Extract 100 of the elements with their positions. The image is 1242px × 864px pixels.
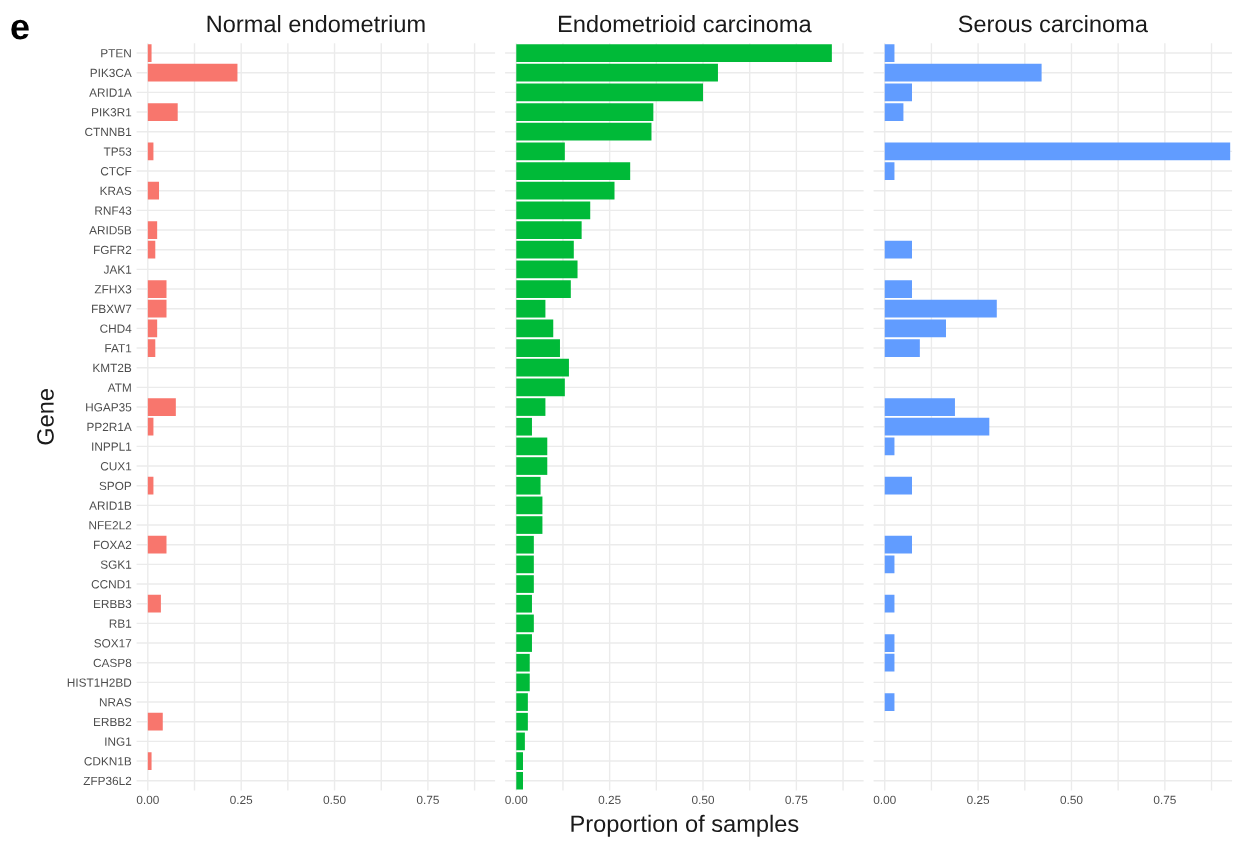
y-tick-label: FOXA2 <box>94 540 132 550</box>
bar <box>147 476 154 495</box>
bar <box>516 653 530 672</box>
bar <box>516 614 534 633</box>
x-tick-label: 0.00 <box>505 795 528 805</box>
y-tick-label: TP53 <box>103 147 132 156</box>
bar <box>516 221 582 239</box>
bar <box>147 181 160 200</box>
bar <box>884 476 913 495</box>
y-tick-label: NRAS <box>99 698 132 707</box>
bar <box>516 771 524 790</box>
bar <box>147 103 178 121</box>
bar <box>884 594 895 613</box>
bar <box>147 299 167 318</box>
bar <box>516 240 574 259</box>
bar <box>884 417 990 436</box>
y-tick-label: CTNNB1 <box>85 127 132 137</box>
bar <box>516 280 571 298</box>
text: e <box>11 19 29 40</box>
bar <box>516 44 832 62</box>
chart-title: Serous carcinoma <box>958 14 1148 33</box>
y-tick-label: CDKN1B <box>84 757 132 766</box>
bar <box>147 398 176 416</box>
y-tick-label: NFE2L2 <box>89 521 132 530</box>
y-tick-label: ARID1B <box>89 501 132 510</box>
x-tick-label: 0.00 <box>873 795 896 805</box>
y-tick-label: CUX1 <box>100 462 132 471</box>
y-tick-label: FGFR2 <box>94 245 132 255</box>
y-tick-label: SGK1 <box>100 560 132 569</box>
bar <box>516 299 546 318</box>
y-tick-label: JAK1 <box>103 265 132 274</box>
bar <box>516 181 615 200</box>
bar <box>516 142 565 161</box>
y-tick-label: CHD4 <box>100 324 132 333</box>
y-tick-label: KRAS <box>100 186 132 196</box>
bar <box>147 752 152 770</box>
y-tick-label: ARID5B <box>89 226 132 235</box>
x-tick-label: 0.50 <box>1060 795 1083 805</box>
bar <box>516 673 530 692</box>
bar <box>516 496 543 515</box>
x-tick-label: 0.50 <box>691 795 715 805</box>
bar <box>516 535 534 554</box>
bar <box>147 280 167 298</box>
bar <box>516 575 534 593</box>
y-tick-label: PIK3R1 <box>92 108 132 117</box>
bar <box>884 83 913 102</box>
bar <box>147 44 152 62</box>
bar <box>516 201 591 220</box>
bar <box>884 653 895 672</box>
y-tick-label: ERBB2 <box>94 717 132 726</box>
y-tick-label: RNF43 <box>95 206 132 215</box>
bar <box>516 634 532 652</box>
y-tick-label: CTCF <box>100 167 132 176</box>
chart-title: Endometrioid carcinoma <box>558 14 812 33</box>
x-axis-title: Proportion of samples <box>571 814 799 837</box>
bar <box>147 535 167 554</box>
y-tick-label: SPOP <box>99 481 132 491</box>
bar <box>516 417 532 436</box>
bar <box>884 63 1042 82</box>
y-tick-label: SOX17 <box>94 639 132 648</box>
bar <box>516 378 565 397</box>
bar <box>884 142 1231 161</box>
y-tick-label: ARID1A <box>89 88 132 97</box>
bar <box>884 319 946 338</box>
bar <box>147 339 156 357</box>
bar <box>884 280 913 298</box>
y-tick-label: PIK3CA <box>90 68 132 78</box>
bar <box>516 555 534 574</box>
bar <box>884 339 920 357</box>
y-tick-label: INPPL1 <box>92 442 132 451</box>
bar <box>884 535 913 554</box>
bar <box>884 634 895 652</box>
bar <box>516 752 524 770</box>
bar <box>147 594 161 613</box>
bar <box>516 63 718 82</box>
x-tick-label: 0.75 <box>416 795 439 805</box>
bar <box>516 732 525 751</box>
bar <box>516 260 578 279</box>
y-tick-label: CASP8 <box>93 658 132 668</box>
y-tick-label: CCND1 <box>91 580 132 589</box>
bar <box>516 693 528 711</box>
y-axis-title: Gene <box>37 389 54 445</box>
y-tick-label: ZFP36L2 <box>83 776 132 786</box>
x-tick-label: 0.75 <box>785 795 808 805</box>
y-tick-label: FBXW7 <box>92 304 132 313</box>
bar <box>147 221 158 239</box>
bar <box>516 594 532 613</box>
y-tick-label: KMT2B <box>93 363 132 372</box>
x-tick-label: 0.50 <box>323 795 346 805</box>
bar <box>147 319 158 338</box>
bar <box>516 712 528 731</box>
bar <box>884 162 895 180</box>
bar <box>516 398 546 416</box>
bar <box>516 103 654 121</box>
chart-title: Normal endometrium <box>207 14 425 33</box>
x-tick-label: 0.25 <box>598 795 621 805</box>
y-tick-label: HIST1H2BD <box>67 678 132 687</box>
bar <box>884 103 904 121</box>
y-tick-label: ZFHX3 <box>94 285 132 294</box>
bar <box>147 417 154 436</box>
